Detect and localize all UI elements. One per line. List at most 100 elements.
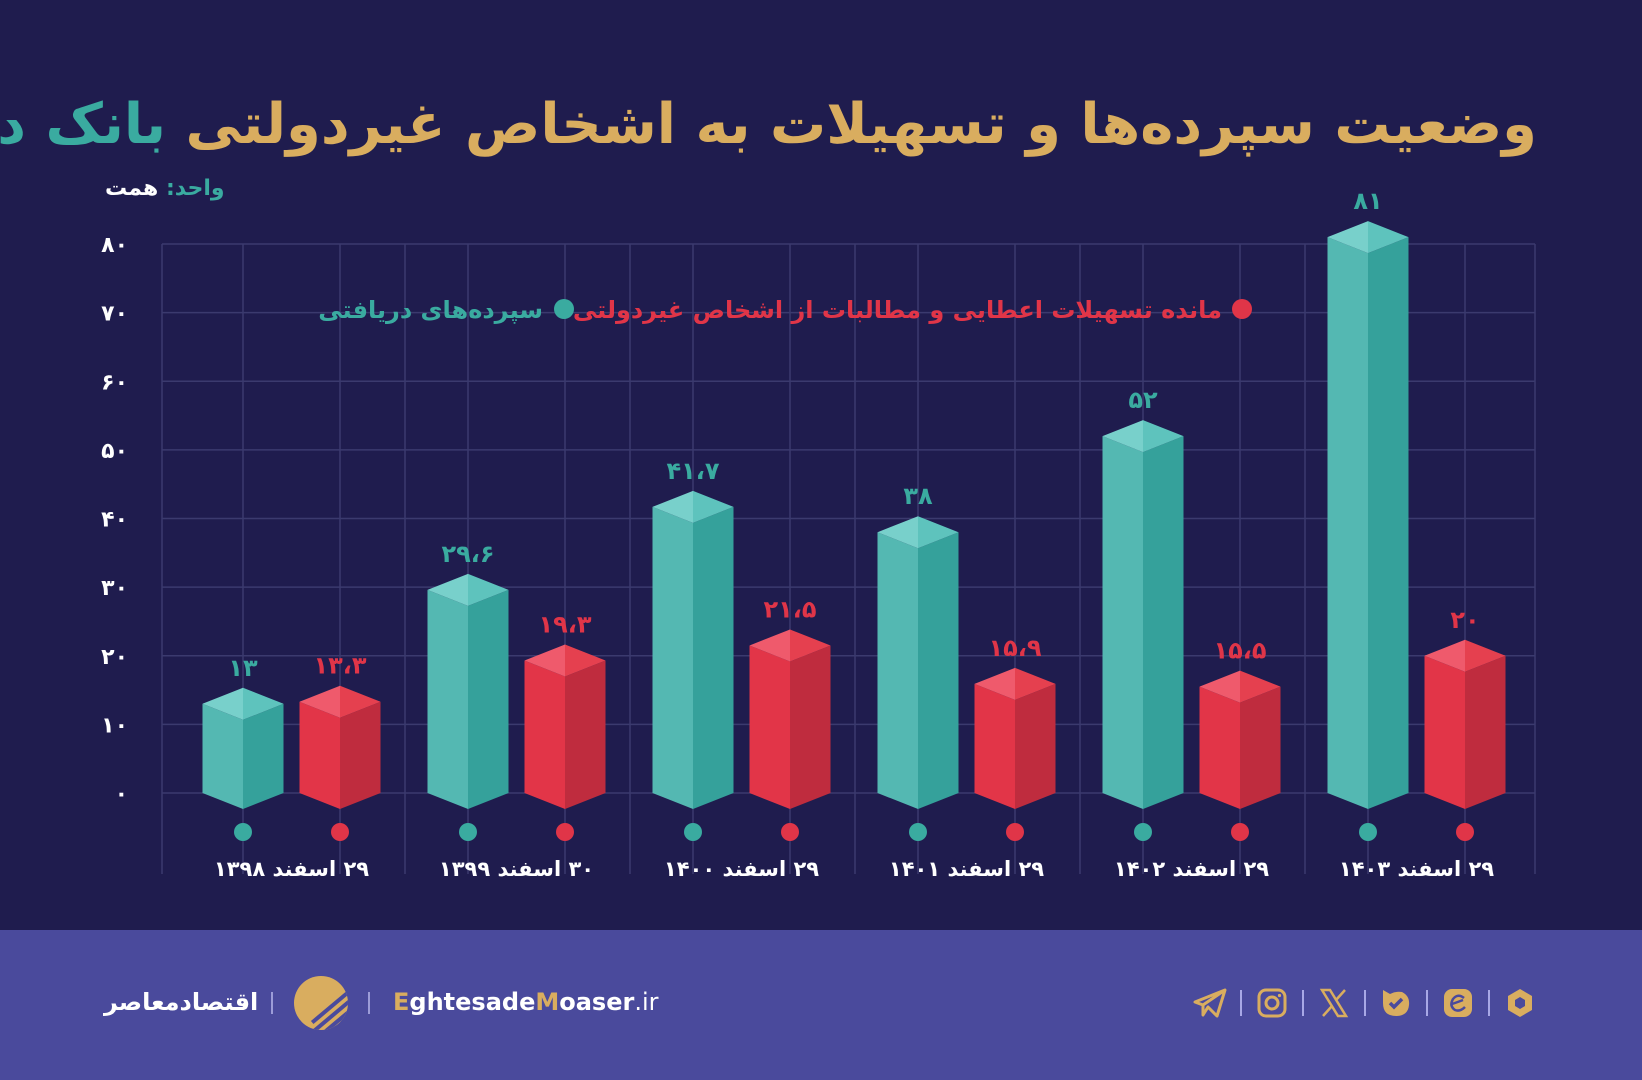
bar-face-right bbox=[468, 589, 509, 809]
instagram-icon[interactable] bbox=[1255, 986, 1289, 1020]
unit-value: همت bbox=[105, 176, 159, 201]
category-marker bbox=[1006, 823, 1024, 841]
divider bbox=[1364, 990, 1366, 1016]
website-link[interactable]: EghtesadeMoaser.ir bbox=[393, 988, 659, 1016]
bar-face-right bbox=[1240, 686, 1281, 809]
category-marker bbox=[1359, 823, 1377, 841]
category-marker bbox=[459, 823, 477, 841]
bar-face-right bbox=[340, 701, 381, 809]
data-label: ۴۱،۷ bbox=[666, 457, 719, 485]
chart-title: وضعیت سپرده‌ها و تسهیلات به اشخاص غیردول… bbox=[0, 92, 1539, 157]
category-marker bbox=[781, 823, 799, 841]
bar-face-right bbox=[1143, 436, 1184, 809]
bale-icon[interactable] bbox=[1379, 986, 1413, 1020]
url-part: oaser bbox=[559, 988, 635, 1016]
social-icons bbox=[1193, 986, 1537, 1020]
bar-face-left bbox=[877, 532, 918, 809]
brand-logo bbox=[294, 976, 348, 1030]
category-marker bbox=[331, 823, 349, 841]
bar-face-left bbox=[427, 589, 468, 809]
bar-face-left bbox=[974, 683, 1015, 809]
y-tick-label: ۸۰ bbox=[101, 233, 128, 258]
bar-face-right bbox=[1368, 237, 1409, 809]
data-label: ۱۵،۵ bbox=[1213, 637, 1266, 665]
bar-top-left bbox=[427, 573, 468, 606]
data-label: ۸۱ bbox=[1353, 187, 1382, 215]
category-marker bbox=[1456, 823, 1474, 841]
bar-top-right bbox=[693, 490, 734, 523]
data-label: ۲۹،۶ bbox=[441, 540, 494, 568]
bar-face-right bbox=[243, 703, 284, 809]
y-tick-label: ۵۰ bbox=[101, 439, 128, 464]
category-marker bbox=[1231, 823, 1249, 841]
bar-face-left bbox=[749, 645, 790, 809]
legend-label: سپرده‌های دریافتی bbox=[318, 296, 543, 324]
x-tick-label: ۳۰ اسفند ۱۳۹۹ bbox=[439, 857, 594, 881]
footer: اقتصادمعاصر EghtesadeMoaser.ir bbox=[0, 930, 1642, 1080]
telegram-icon[interactable] bbox=[1193, 986, 1227, 1020]
bar-top-left bbox=[652, 490, 693, 523]
rubika-icon[interactable] bbox=[1503, 986, 1537, 1020]
legend-marker-red bbox=[1232, 299, 1252, 319]
x-tick-label: ۲۹ اسفند ۱۴۰۱ bbox=[889, 857, 1044, 881]
data-label: ۱۳ bbox=[228, 654, 258, 682]
y-tick-label: ۲۰ bbox=[101, 645, 128, 670]
bar-top-left bbox=[1424, 639, 1465, 672]
bar-face-left bbox=[524, 660, 565, 809]
y-tick-label: ۰ bbox=[115, 782, 128, 807]
bar-face-left bbox=[1424, 655, 1465, 809]
x-tick-label: ۲۹ اسفند ۱۴۰۰ bbox=[664, 857, 819, 881]
url-part: .ir bbox=[634, 988, 659, 1016]
data-label: ۵۲ bbox=[1128, 386, 1158, 414]
url-part: E bbox=[393, 988, 410, 1016]
bar-face-right bbox=[918, 532, 959, 809]
y-tick-label: ۷۰ bbox=[101, 302, 128, 327]
x-icon[interactable] bbox=[1317, 986, 1351, 1020]
data-label: ۱۹،۳ bbox=[538, 611, 591, 639]
divider bbox=[271, 992, 273, 1014]
category-marker bbox=[684, 823, 702, 841]
y-tick-label: ۶۰ bbox=[101, 370, 128, 395]
bar-top-left bbox=[524, 644, 565, 677]
bar-face-right bbox=[1015, 683, 1056, 809]
bar-top-right bbox=[243, 687, 284, 720]
data-label: ۱۳،۳ bbox=[313, 652, 366, 680]
brand-name: اقتصادمعاصر bbox=[104, 988, 259, 1016]
bar-top-right bbox=[1465, 639, 1506, 672]
bar-top-right bbox=[790, 629, 831, 662]
divider bbox=[368, 992, 370, 1014]
bar-top-right bbox=[1015, 667, 1056, 700]
bar-top-left bbox=[974, 667, 1015, 700]
bar-face-right bbox=[565, 660, 606, 809]
y-tick-label: ۳۰ bbox=[101, 576, 128, 601]
x-tick-label: ۲۹ اسفند ۱۴۰۲ bbox=[1114, 857, 1269, 881]
divider bbox=[1240, 990, 1242, 1016]
bar-top-right bbox=[1368, 221, 1409, 254]
category-marker bbox=[556, 823, 574, 841]
bar-top-right bbox=[340, 685, 381, 718]
bar-face-left bbox=[1199, 686, 1240, 809]
url-part: ghtesade bbox=[409, 988, 536, 1016]
bar-face-right bbox=[693, 506, 734, 809]
bar-face-right bbox=[790, 645, 831, 809]
x-tick-label: ۲۹ اسفند ۱۳۹۸ bbox=[214, 857, 369, 881]
data-label: ۲۰ bbox=[1450, 606, 1479, 634]
bar-face-left bbox=[1327, 237, 1368, 809]
legend-label: مانده تسهیلات اعطایی و مطالبات از اشخاص … bbox=[573, 296, 1222, 324]
unit-caption: واحد: bbox=[165, 176, 225, 201]
bar-top-left bbox=[749, 629, 790, 662]
url-part: M bbox=[535, 988, 560, 1016]
title-main: وضعیت سپرده‌ها و تسهیلات به اشخاص غیردول… bbox=[185, 92, 1539, 157]
title-highlight: بانک دی bbox=[0, 92, 168, 157]
data-label: ۱۵،۹ bbox=[988, 634, 1041, 662]
legend-marker-teal bbox=[554, 299, 574, 319]
bar-top-right bbox=[468, 573, 509, 606]
bar-top-right bbox=[565, 644, 606, 677]
unit-label: واحد: همت bbox=[105, 176, 225, 201]
eitaa-icon[interactable] bbox=[1441, 986, 1475, 1020]
bar-face-left bbox=[1102, 436, 1143, 809]
bar-top-right bbox=[1240, 670, 1281, 703]
bar-face-right bbox=[1465, 655, 1506, 809]
bar-top-left bbox=[299, 685, 340, 718]
bar-top-left bbox=[877, 516, 918, 549]
